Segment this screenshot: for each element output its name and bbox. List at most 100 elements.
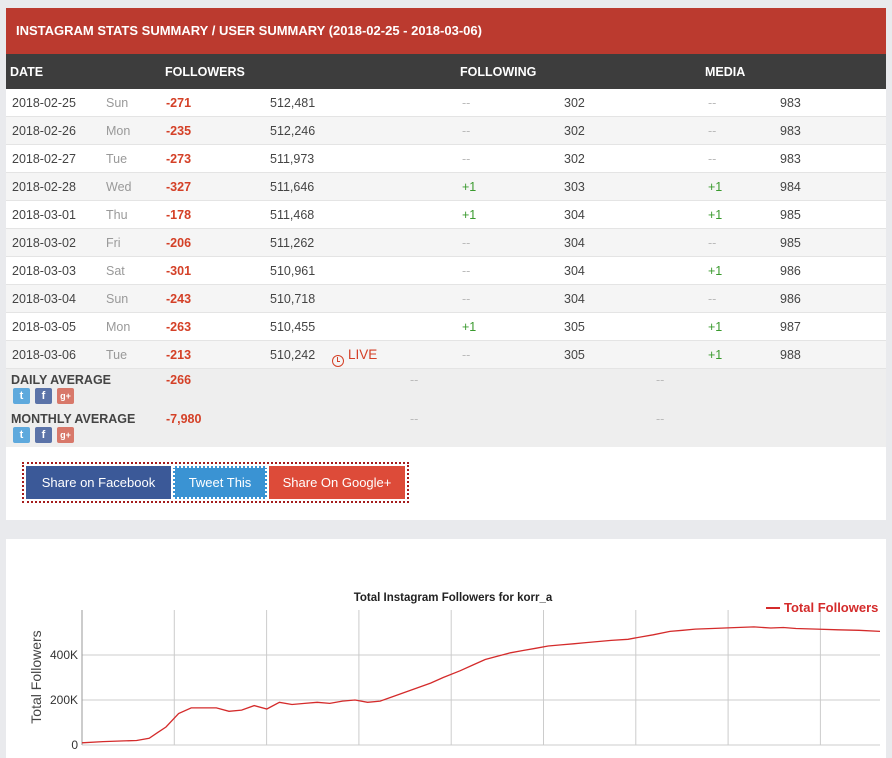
media-delta: -- [708, 96, 717, 110]
row-date: 2018-02-27 [12, 152, 76, 166]
following-total: 303 [564, 180, 585, 194]
following-total: 302 [564, 152, 585, 166]
following-delta: -- [462, 236, 471, 250]
y-axis-label: Total Followers [28, 630, 44, 723]
following-delta: +1 [462, 208, 477, 222]
header-media: MEDIA [705, 65, 746, 79]
following-delta: -- [462, 264, 471, 278]
media-delta: -- [708, 124, 717, 138]
monthly-share-icons: t f g+ [13, 427, 74, 443]
legend-label: Total Followers [784, 600, 878, 615]
followers-chart-card: 0 200K 400K Total Instagram Followers for k… [6, 539, 886, 758]
y-tick-label: 0 [71, 738, 78, 752]
summary-title: INSTAGRAM STATS SUMMARY / USER SUMMARY (… [6, 8, 886, 54]
table-row: 2018-03-01 Thu -178 511,468 +1 304 +1 985 [6, 200, 886, 229]
twitter-icon[interactable]: t [13, 427, 30, 443]
following-delta: -- [462, 152, 471, 166]
share-google-button[interactable]: Share On Google+ [269, 466, 405, 499]
row-date: 2018-02-25 [12, 96, 76, 110]
following-delta: -- [462, 348, 471, 362]
header-date: DATE [10, 65, 44, 79]
daily-average-following: -- [410, 373, 419, 387]
tweet-button[interactable]: Tweet This [173, 466, 267, 499]
table-row: 2018-02-25 Sun -271 512,481 -- 302 -- 983 [6, 89, 886, 117]
followers-delta: -206 [166, 236, 192, 250]
following-delta: -- [462, 292, 471, 306]
following-total: 305 [564, 348, 585, 362]
followers-delta: -235 [166, 124, 192, 138]
followers-total: 512,481 [270, 96, 316, 110]
twitter-icon[interactable]: t [13, 388, 30, 404]
row-day: Sun [106, 96, 129, 110]
row-date: 2018-03-05 [12, 320, 76, 334]
monthly-average-value: -7,980 [166, 412, 202, 426]
facebook-icon[interactable]: f [35, 427, 52, 443]
daily-average-row: DAILY AVERAGE -266 -- -- t f g+ [6, 369, 886, 408]
monthly-average-row: MONTHLY AVERAGE -7,980 -- -- t f g+ [6, 408, 886, 447]
media-total: 984 [780, 180, 801, 194]
following-delta: -- [462, 124, 471, 138]
following-delta: +1 [462, 320, 477, 334]
row-date: 2018-03-04 [12, 292, 76, 306]
table-row: 2018-02-27 Tue -273 511,973 -- 302 -- 983 [6, 144, 886, 173]
daily-share-icons: t f g+ [13, 388, 74, 404]
table-row: 2018-02-26 Mon -235 512,246 -- 302 -- 983 [6, 116, 886, 145]
following-total: 304 [564, 264, 585, 278]
live-indicator[interactable]: LIVE [332, 347, 377, 367]
share-buttons: Share on Facebook Tweet This Share On Go… [22, 462, 409, 503]
row-day: Tue [106, 348, 128, 362]
followers-chart: 0 200K 400K Total Instagram Followers for k… [28, 592, 881, 752]
table-row: 2018-03-06 Tue -213 510,242 LIVE -- 305 +1 988 [6, 340, 886, 369]
following-total: 304 [564, 292, 585, 306]
followers-delta: -327 [166, 180, 192, 194]
table-row: 2018-02-28 Wed -327 511,646 +1 303 +1 984 [6, 172, 886, 201]
media-delta: -- [708, 292, 717, 306]
row-day: Sat [106, 264, 125, 278]
followers-total: 510,961 [270, 264, 316, 278]
clock-icon [332, 355, 344, 367]
followers-total: 510,718 [270, 292, 316, 306]
stats-summary-card: INSTAGRAM STATS SUMMARY / USER SUMMARY (… [6, 8, 886, 447]
google-plus-icon[interactable]: g+ [57, 388, 74, 404]
following-total: 304 [564, 236, 585, 250]
media-total: 985 [780, 236, 801, 250]
followers-total: 511,646 [270, 180, 315, 194]
followers-total: 511,468 [270, 208, 315, 222]
row-date: 2018-03-02 [12, 236, 76, 250]
row-day: Mon [106, 124, 131, 138]
followers-delta: -273 [166, 152, 192, 166]
followers-delta: -213 [166, 348, 192, 362]
y-tick-label: 400K [50, 648, 78, 662]
monthly-average-following: -- [410, 412, 419, 426]
facebook-icon[interactable]: f [35, 388, 52, 404]
table-row: 2018-03-04 Sun -243 510,718 -- 304 -- 986 [6, 284, 886, 313]
media-total: 988 [780, 348, 801, 362]
followers-delta: -178 [166, 208, 192, 222]
following-total: 302 [564, 124, 585, 138]
series-line-total-followers [81, 626, 881, 744]
followers-total: 511,262 [270, 236, 315, 250]
row-day: Thu [106, 208, 128, 222]
media-total: 983 [780, 96, 801, 110]
header-following: FOLLOWING [460, 65, 537, 79]
followers-delta: -243 [166, 292, 192, 306]
table-header: DATE FOLLOWERS FOLLOWING MEDIA [6, 54, 886, 89]
followers-total: 511,973 [270, 152, 315, 166]
header-followers: FOLLOWERS [165, 65, 245, 79]
media-delta: -- [708, 236, 717, 250]
row-date: 2018-03-01 [12, 208, 76, 222]
media-delta: +1 [708, 208, 723, 222]
google-plus-icon[interactable]: g+ [57, 427, 74, 443]
following-total: 305 [564, 320, 585, 334]
media-delta: +1 [708, 180, 723, 194]
stats-table: 2018-02-25 Sun -271 512,481 -- 302 -- 983 2018-0… [6, 89, 886, 369]
chart-title: Total Instagram Followers for korr_a [354, 592, 553, 604]
followers-total: 510,455 [270, 320, 316, 334]
followers-delta: -263 [166, 320, 192, 334]
share-facebook-button[interactable]: Share on Facebook [26, 466, 171, 499]
daily-average-value: -266 [166, 373, 192, 387]
following-delta: +1 [462, 180, 477, 194]
media-total: 983 [780, 152, 801, 166]
media-total: 985 [780, 208, 801, 222]
table-row: 2018-03-03 Sat -301 510,961 -- 304 +1 986 [6, 256, 886, 285]
